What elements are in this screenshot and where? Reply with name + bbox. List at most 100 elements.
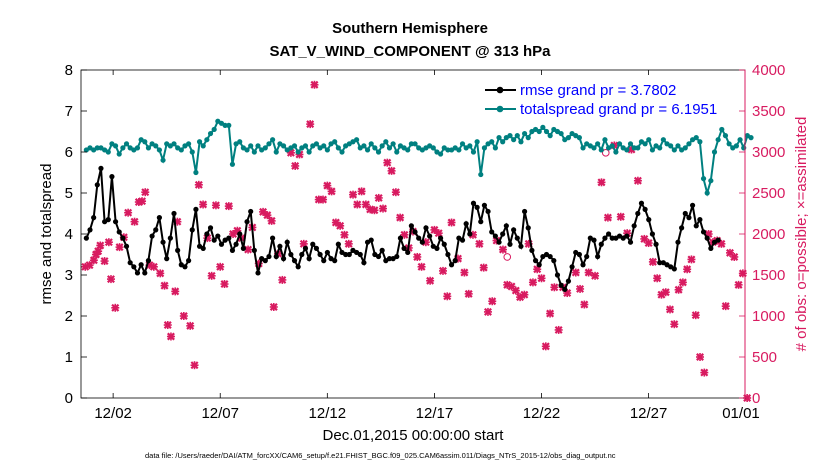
totalspread-point — [339, 149, 345, 155]
y-right-axis-label: # of obs: o=possible; ×=assimilated — [793, 117, 810, 352]
totalspread-point — [412, 141, 418, 147]
rmse-point — [306, 256, 312, 262]
obs-assimilated-marker — [104, 238, 113, 247]
obs-assimilated-marker — [443, 292, 452, 301]
rmse-point — [215, 233, 221, 239]
totalspread-point — [251, 149, 257, 155]
rmse-point — [123, 243, 130, 249]
obs-assimilated-marker — [537, 274, 546, 283]
rmse-point — [558, 282, 564, 288]
rmse-point — [478, 219, 484, 225]
rmse-point — [343, 251, 349, 258]
legend-spread-label: totalspread grand pr = 6.1951 — [520, 101, 717, 118]
totalspread-point — [222, 122, 228, 128]
totalspread-point — [668, 143, 674, 149]
rmse-point — [569, 264, 575, 270]
obs-assimilated-marker — [106, 275, 115, 284]
totalspread-point — [160, 157, 166, 163]
obs-assimilated-marker — [426, 276, 435, 285]
obs-assimilated-marker — [674, 285, 683, 294]
totalspread-point — [266, 141, 272, 147]
totalspread-point — [372, 145, 378, 151]
rmse-point — [109, 174, 115, 180]
rmse-point — [605, 231, 612, 237]
rmse-point — [598, 241, 604, 247]
obs-assimilated-marker — [644, 239, 653, 248]
rmse-point — [211, 237, 217, 243]
chart-title-line1: Southern Hemisphere — [332, 20, 488, 37]
totalspread-point — [682, 145, 688, 151]
obs-assimilated-marker — [571, 268, 580, 277]
totalspread-point — [704, 190, 710, 196]
totalspread-point — [207, 130, 214, 137]
y-right-axis-ticks: 0 500 1000 1500 2000 2500 3000 3500 4000 — [739, 62, 785, 407]
obs-assimilated-marker — [516, 293, 525, 302]
totalspread-point — [430, 145, 436, 151]
rmse-point — [638, 200, 645, 206]
obs-assimilated-marker — [483, 307, 492, 316]
totalspread-point — [507, 133, 513, 139]
totalspread-point — [368, 141, 374, 147]
rmse-point — [112, 219, 119, 225]
rmse-point — [346, 251, 352, 258]
rmse-point — [189, 227, 195, 233]
totalspread-point — [145, 145, 152, 151]
obs-assimilated-marker — [591, 271, 600, 280]
obs-assimilated-marker — [379, 204, 388, 213]
obs-assimilated-marker — [580, 300, 589, 309]
y-right-tick-label: 1500 — [752, 267, 785, 284]
rmse-point — [437, 235, 444, 241]
y-left-axis-label: rmse and totalspread — [38, 164, 55, 305]
rmse-point — [200, 245, 206, 251]
obs-assimilated-marker — [670, 320, 679, 329]
rmse-point — [507, 241, 513, 247]
rmse-point — [357, 251, 363, 258]
rmse-point — [255, 270, 261, 276]
rmse-point — [149, 233, 155, 239]
chart-title-line2: SAT_V_WIND_COMPONENT @ 313 hPa — [269, 43, 551, 60]
totalspread-point — [193, 169, 199, 176]
rmse-point — [182, 264, 188, 270]
totalspread-point — [237, 139, 243, 145]
totalspread-point — [514, 133, 520, 139]
x-tick-label: 12/22 — [523, 405, 561, 422]
rmse-point — [394, 253, 400, 260]
rmse-point — [470, 200, 477, 206]
obs-assimilated-marker — [678, 278, 687, 287]
obs-assimilated-marker — [349, 190, 358, 199]
rmse-point — [226, 235, 232, 241]
rmse-point — [142, 270, 148, 276]
rmse-point — [233, 241, 239, 247]
rmse-point — [160, 239, 166, 245]
x-axis-label: Dec.01,2015 00:00:00 start — [323, 427, 505, 444]
obs-assimilated-marker — [374, 193, 383, 202]
obs-assimilated-marker — [511, 286, 520, 295]
obs-assimilated-marker — [603, 213, 612, 222]
totalspread-point — [657, 145, 663, 151]
totalspread-point — [525, 135, 531, 141]
totalspread-point — [196, 139, 203, 145]
legend-rmse-marker — [496, 86, 504, 94]
obs-assimilated-marker — [278, 275, 287, 284]
totalspread-point — [708, 178, 714, 184]
totalspread-point — [112, 143, 119, 149]
obs-assimilated-marker — [141, 188, 150, 197]
obs-assimilated-marker — [130, 217, 139, 226]
rmse-point — [679, 225, 685, 231]
totalspread-point — [335, 145, 341, 151]
totalspread-point — [686, 141, 692, 147]
rmse-point — [313, 245, 320, 251]
obs-assimilated-marker — [115, 243, 124, 252]
totalspread-point — [105, 149, 111, 155]
x-tick-label: 12/12 — [309, 405, 347, 422]
rmse-point — [310, 241, 316, 247]
obs-assimilated-marker — [488, 297, 497, 306]
rmse-point — [186, 258, 192, 264]
rmse-point — [277, 243, 283, 249]
obs-assimilated-marker — [734, 280, 743, 289]
obs-assimilated-marker — [186, 321, 195, 330]
rmse-point — [193, 206, 199, 212]
rmse-point — [459, 237, 466, 243]
totalspread-point — [748, 135, 754, 141]
totalspread-point — [616, 141, 623, 147]
